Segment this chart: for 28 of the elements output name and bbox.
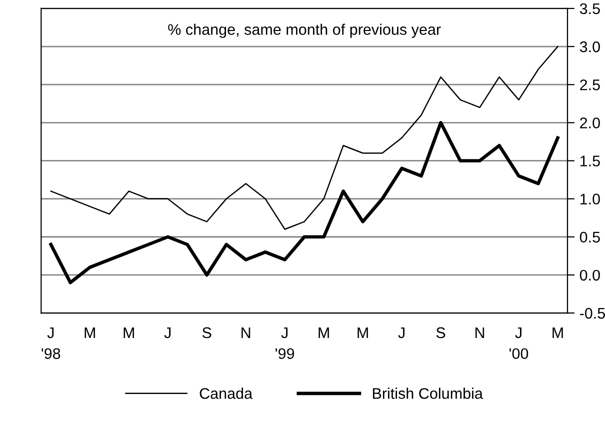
legend-label: British Columbia [372,388,483,399]
legend-label: Canada [200,388,253,399]
line-series [50,46,558,230]
x-tick-label: J '99 [276,327,294,360]
x-tick-label: N [476,327,484,338]
y-tick-label: 2.0 [580,118,600,128]
x-tick-label: M [358,327,368,338]
x-tick-label: M [552,327,563,338]
x-tick-label: J [164,327,171,338]
y-tick-label: 2.5 [580,79,600,90]
y-tick-label: 3.0 [580,41,600,52]
x-tick-label: S [436,327,446,338]
x-tick-label: M [124,327,134,338]
x-tick-label: J [398,327,404,338]
x-tick-label: M [84,327,95,338]
x-tick-label: M [318,327,329,338]
x-tick-label: N [242,327,250,338]
x-tick-label: J '00 [510,327,528,360]
y-tick-label: 3.5 [580,3,600,14]
y-tick-label: -0.5 [580,308,605,319]
y-tick-label: 1.5 [580,156,600,166]
y-tick-label: 1.0 [580,194,600,204]
text: % change, same month of previous year [168,24,441,38]
x-tick-label: J '98 [42,327,60,360]
line-series [49,121,560,284]
x-tick-label: S [202,327,212,338]
y-tick-label: 0.5 [580,232,600,243]
y-tick-label: 0.0 [580,270,600,281]
